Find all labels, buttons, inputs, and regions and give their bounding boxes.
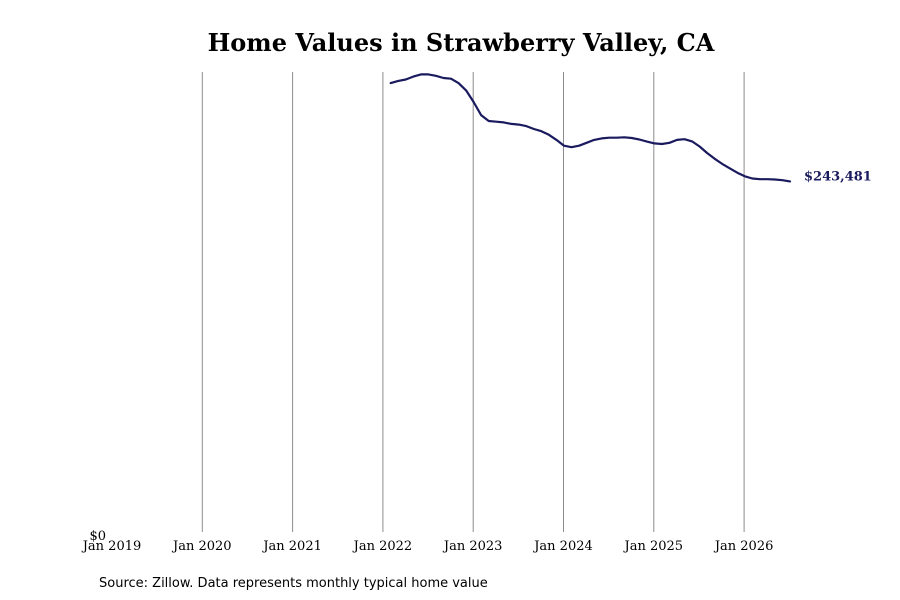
y-tick-label: $0	[89, 529, 106, 544]
gridlines	[201, 72, 745, 532]
x-tick-labels: Jan 2019 Jan 2020 Jan 2021 Jan 2022 Jan 2023…	[81, 539, 774, 554]
x-tick-label: Jan 2026	[713, 539, 774, 554]
series-line	[389, 73, 792, 183]
x-tick-label: Jan 2019	[81, 539, 142, 554]
x-tick-label: Jan 2024	[532, 539, 593, 554]
x-tick-label: Jan 2020	[171, 539, 232, 554]
x-tick-label: Jan 2021	[261, 539, 322, 554]
x-tick-label: Jan 2022	[352, 539, 413, 554]
source-note: Source: Zillow. Data represents monthly …	[99, 576, 488, 591]
last-value-label: $243,481	[804, 169, 872, 184]
chart-title: Home Values in Strawberry Valley, CA	[208, 28, 715, 57]
series-line-group	[389, 73, 792, 183]
x-tick-label: Jan 2025	[623, 539, 684, 554]
y-tick-labels: $0	[89, 529, 106, 544]
x-tick-label: Jan 2023	[442, 539, 503, 554]
